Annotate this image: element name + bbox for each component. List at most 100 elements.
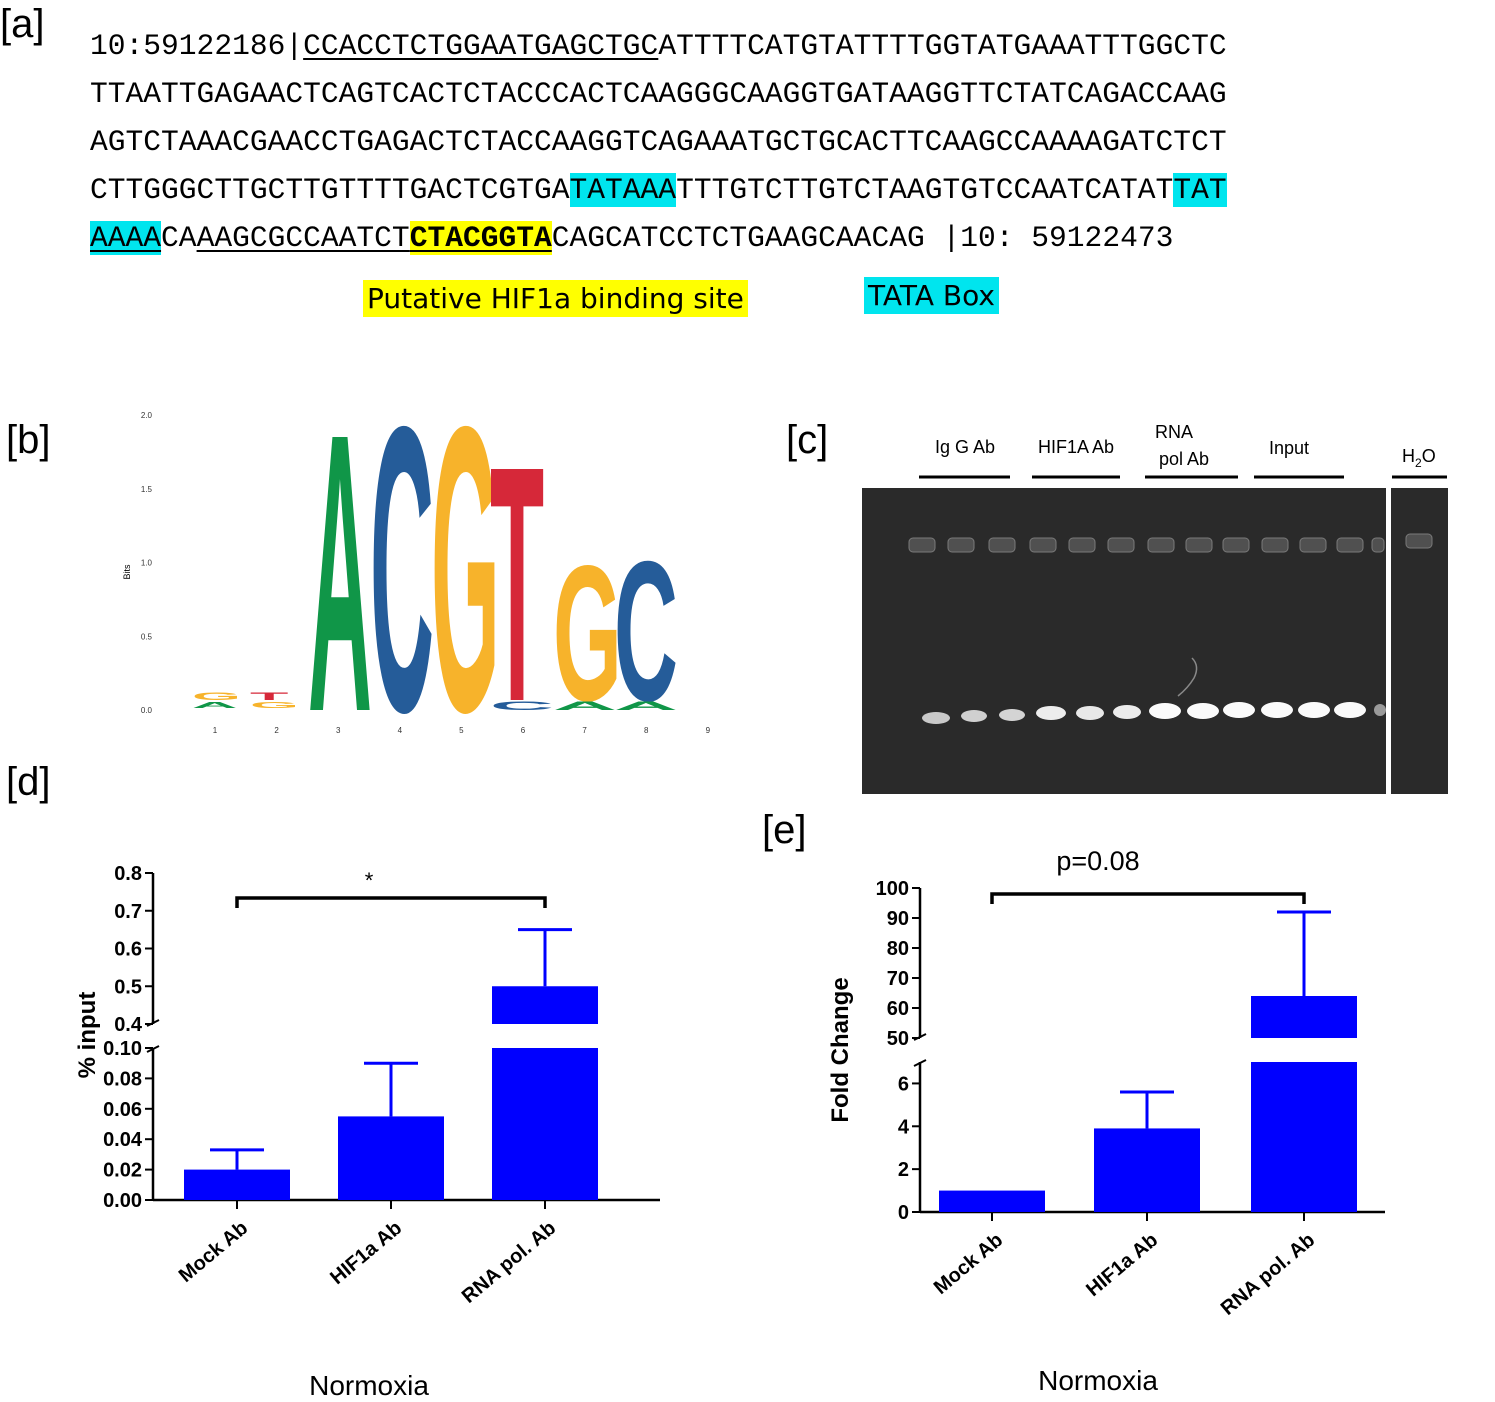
gel-image: Ig G Ab HIF1A Ab RNA pol Ab Input H2O [862,422,1448,794]
bar [939,1190,1045,1212]
logo-letter-G: G [431,400,500,745]
y-tick-label: 0.8 [114,863,142,885]
logo-xtick: 2 [274,726,279,735]
x-axis-label: Normoxia [309,1370,429,1401]
logo-letter-G: G [553,525,622,741]
logo-letter-C: C [614,519,678,743]
y-tick-label: 0.4 [114,1014,143,1036]
panel-a-label: [a] [0,2,45,46]
sequence-segment: CTTGGGCTTGCTTGTTTTGACTCGTGA [90,173,570,207]
logo-xtick: 9 [706,726,711,735]
lane-label-input: Input [1269,438,1309,458]
chart-e: 0 2 4 6 50 60 70 80 90 100 Mock Ab HIF1a Ab RNA pol.… [827,846,1385,1396]
logo-letter-C: C [370,400,434,745]
logo-letter-minor: T [250,690,289,702]
logo-letter-minor: A [553,699,617,713]
logo-ytick: 0.0 [141,706,153,715]
y-tick-label: 6 [898,1073,909,1095]
x-tick-label: RNA pol. Ab [1217,1229,1319,1320]
logo-letter-T: T [490,400,544,745]
y-axis-label: Fold Change [827,977,854,1122]
logo-letter-A: A [308,400,372,745]
y-tick-label: 0.6 [114,939,142,961]
y-tick-label: 80 [887,938,909,960]
chart-d: 0.00 0.02 0.04 0.06 0.08 0.100.4 0.5 0.6 0.7 0.8 M… [74,863,660,1401]
lane-label-igg: Ig G Ab [935,437,995,457]
logo-ytick: 1.0 [141,559,153,568]
logo-letter-minor: A [192,700,237,709]
gel-artifact [1177,657,1198,697]
logo-xtick: 6 [521,726,526,735]
panel-c-label: [c] [786,418,829,462]
sequence-segment: ATTTTCATGTATTTTGGTATGAAATTTGGCTC [658,29,1227,63]
bar [492,986,598,1024]
legend-tata-box: TATA Box [864,277,999,314]
sequence-line: TTAATTGAGAACTCAGTCACTCTACCCACTCAAGGGCAAG… [90,70,1227,118]
y-tick-label: 0 [898,1202,909,1224]
gel-divider [1386,488,1391,794]
sequence-segment: AGTCTAAACGAACCTGAGACTCTACCAAGGTCAGAAATGC… [90,125,1227,159]
y-tick-label: 0.00 [103,1190,142,1212]
panel-b-label: [b] [6,418,51,462]
sequence-segment: TTAATTGAGAACTCAGTCACTCTACCCACTCAAGGGCAAG… [90,77,1227,111]
hif-binding-site: CTACGGTA [409,221,552,255]
logo-xtick: 7 [582,726,587,735]
gel-wells [908,533,1433,553]
tata-box: AAAA [90,221,162,255]
x-axis-label: Normoxia [1038,1365,1158,1396]
bar [1251,1062,1357,1212]
x-tick-label: RNA pol. Ab [458,1217,560,1308]
sequence-line: CTTGGGCTTGCTTGTTTTGACTCGTGATATAAATTTGTCT… [90,166,1227,214]
sequence-line: AAAACAAAGCGCCAATCTCTACGGTACAGCATCCTCTGAA… [90,214,1173,262]
sequence-segment: TTTGTCTTGTCTAAGTGTCCAATCATAT [676,173,1174,207]
logo-ytick: 2.0 [141,411,153,420]
x-tick-label: Mock Ab [175,1217,252,1287]
logo-letter-minor: C [490,699,554,713]
axis-break-mark [913,1059,927,1067]
sequence-line: 10:59122186|CCACCTCTGGAATGAGCTGCATTTTCAT… [90,22,1227,70]
y-tick-label: 0.04 [103,1129,143,1151]
x-tick-label: HIF1a Ab [326,1217,406,1289]
gel-main [862,488,1386,794]
logo-xtick: 5 [459,726,464,735]
panel-d-label: [d] [6,760,51,804]
sequence-segment: 10:59122186| [90,29,304,63]
bar [184,1169,290,1200]
y-tick-label: 2 [898,1159,909,1181]
lane-label-rna-pol-line2: pol Ab [1159,449,1209,469]
sequence-segment: CA [161,221,197,255]
lane-label-h2o: H2O [1402,446,1436,470]
y-axis-label: % input [74,992,101,1079]
y-tick-label: 90 [887,908,909,930]
panel-e-label: [e] [762,808,807,852]
logo-ytick: 0.5 [141,632,153,641]
significance-bracket [990,892,1306,904]
lane-label-hif1a: HIF1A Ab [1038,437,1114,457]
tata-box: TAT [1173,173,1227,207]
logo-xtick: 1 [213,726,218,735]
significance-bracket [235,896,547,908]
sequence-segment: CAGCATCCTCTGAAGCAACAG |10: 59122473 [551,221,1174,255]
y-tick-label: 100 [876,878,909,900]
logo-xtick: 3 [336,726,341,735]
y-tick-label: 0.08 [103,1068,142,1090]
tata-box: TATAAA [569,173,677,207]
y-tick-label: 0.06 [103,1099,142,1121]
sequence-segment: CCACCTCTGGAATGAGCTGC [303,29,659,63]
y-tick-label: 0.7 [114,901,142,923]
y-tick-label: 4 [898,1116,910,1138]
legend-hif-binding-site: Putative HIF1a binding site [363,280,748,317]
logo-xtick: 8 [644,726,649,735]
y-tick-label: 0.02 [103,1160,142,1182]
logo-letter-minor: G [250,700,299,709]
x-tick-label: Mock Ab [930,1229,1007,1299]
bar [492,1048,598,1200]
lane-label-rna-pol-line1: RNA [1155,422,1193,442]
bar [338,1116,444,1200]
logo-xtick: 4 [398,726,403,735]
y-tick-label: 70 [887,968,909,990]
logo-letter-minor: A [614,699,678,713]
sequence-segment: AAGCGCCAATCT [196,221,410,255]
sequence-line: AGTCTAAACGAACCTGAGACTCTACCAAGGTCAGAAATGC… [90,118,1227,166]
